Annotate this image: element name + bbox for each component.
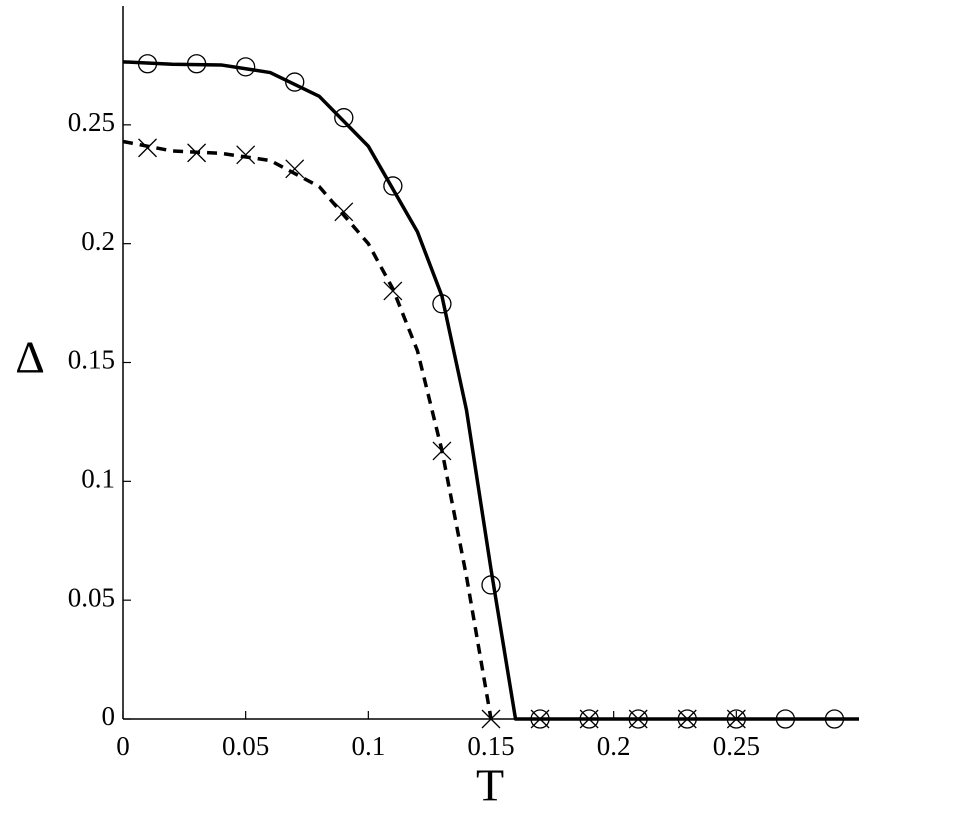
x-tick-label: 0.1 [351,731,385,761]
y-axis-title: Δ [15,332,45,383]
marker [628,709,648,729]
x-tick-label: 0.05 [222,731,269,761]
marker [334,202,354,222]
marker [432,441,452,461]
y-tick-label: 0.25 [68,107,115,137]
marker [432,294,452,314]
y-tick-label: 0.2 [81,226,115,256]
marker [383,176,403,196]
x-tick-label: 0.25 [713,731,760,761]
marker [285,159,305,179]
y-tick-label: 0.15 [68,345,115,375]
y-tick-label: 0 [102,701,116,731]
marker [334,108,354,128]
marker [383,281,403,301]
marker [187,143,207,163]
marker [824,709,845,729]
marker [628,709,648,729]
marker [481,709,501,729]
x-tick-label: 0.15 [467,731,514,761]
line [122,139,493,720]
marker [579,709,599,729]
marker [579,709,599,729]
marker [137,54,158,74]
marker [236,57,256,77]
marker [138,138,157,158]
line [122,60,859,721]
marker [677,709,697,729]
y-tick-label: 0.1 [81,464,115,494]
marker [186,54,207,74]
marker [481,575,501,595]
x-tick-label: 0 [116,731,130,761]
marker [236,145,256,165]
x-axis-title: T [476,760,504,811]
marker [677,709,697,729]
y-tick-label: 0.05 [68,582,115,612]
marker [285,72,305,92]
marker [726,709,746,729]
marker [530,709,550,729]
marker [530,709,550,729]
marker [726,709,746,729]
x-tick-label: 0.2 [597,731,631,761]
marker [775,709,796,729]
